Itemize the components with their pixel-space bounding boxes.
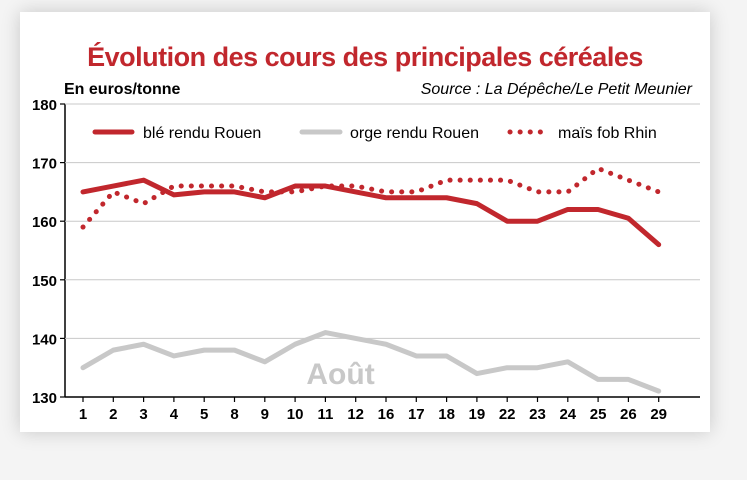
x-tick-label: 26 — [620, 406, 637, 423]
y-tick-label: 130 — [32, 390, 57, 407]
x-tick-label: 4 — [170, 406, 179, 423]
x-tick-label: 2 — [109, 406, 117, 423]
x-tick-label: 8 — [230, 406, 238, 423]
x-tick-label: 18 — [438, 406, 455, 423]
y-axis-unit-label: En euros/tonne — [64, 81, 181, 98]
x-tick-label: 11 — [317, 406, 333, 423]
chart-card: Évolution des cours des principales céré… — [20, 12, 710, 432]
series-line-ble — [80, 177, 662, 248]
series-line-mais — [80, 165, 662, 230]
x-tick-label: 23 — [529, 406, 546, 423]
legend-label: orge rendu Rouen — [350, 125, 479, 142]
x-tick-label: 1 — [79, 406, 87, 423]
x-tick-label: 3 — [139, 406, 147, 423]
y-tick-label: 150 — [32, 273, 57, 290]
month-annotation: Août — [306, 358, 374, 391]
x-tick-label: 16 — [378, 406, 395, 423]
x-tick-label: 17 — [408, 406, 425, 423]
x-tick-label: 12 — [347, 406, 364, 423]
x-tick-label: 9 — [261, 406, 269, 423]
y-tick-label: 170 — [32, 156, 57, 173]
chart-title: Évolution des cours des principales céré… — [87, 42, 643, 72]
x-tick-label: 10 — [287, 406, 304, 423]
x-tick-label: 22 — [499, 406, 516, 423]
series-line-orge — [80, 330, 662, 394]
x-tick-label: 24 — [559, 406, 576, 423]
y-tick-label: 140 — [32, 331, 57, 348]
x-tick-label: 5 — [200, 406, 208, 423]
y-tick-label: 180 — [32, 97, 57, 114]
x-tick-label: 29 — [650, 406, 667, 423]
legend-label: blé rendu Rouen — [143, 125, 261, 142]
x-tick-label: 25 — [590, 406, 607, 423]
legend-label: maïs fob Rhin — [558, 125, 657, 142]
source-credit: Source : La Dépêche/Le Petit Meunier — [420, 81, 692, 98]
x-tick-label: 19 — [469, 406, 486, 423]
y-tick-label: 160 — [32, 214, 57, 231]
